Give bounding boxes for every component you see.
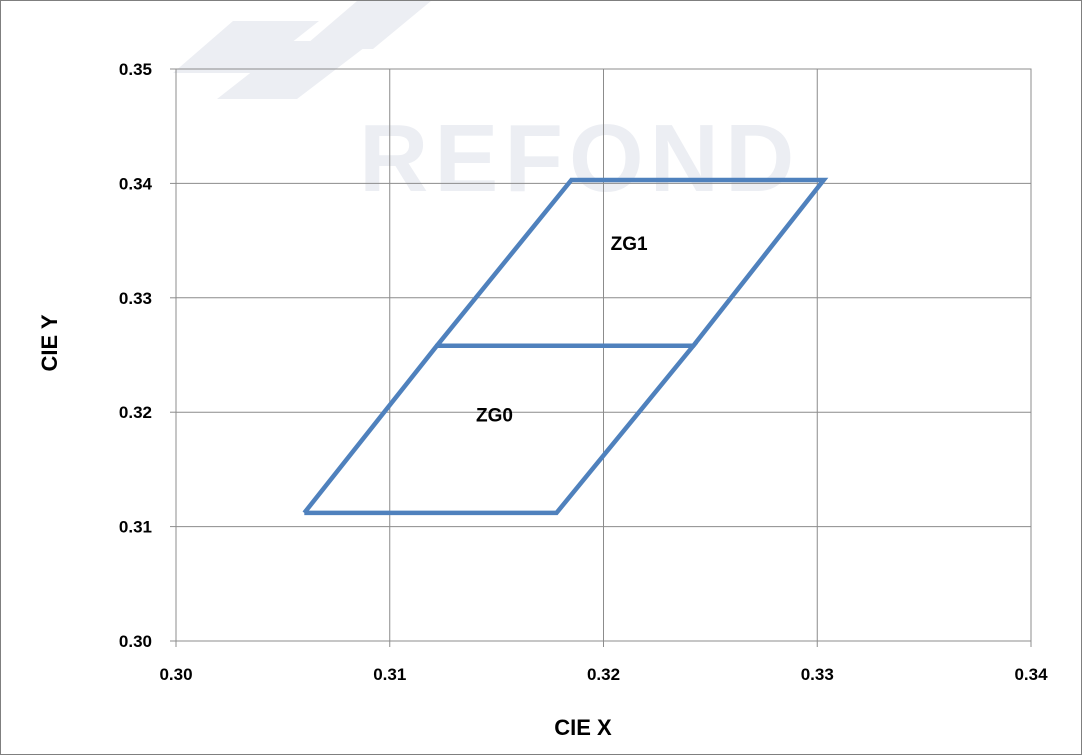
region-label-zg1: ZG1 <box>611 234 648 255</box>
watermark: REFOND <box>173 1 800 212</box>
x-tick-label: 0.33 <box>801 665 834 684</box>
region-outline-zg0 <box>302 343 699 516</box>
grid-layer <box>175 68 1032 642</box>
region-outline-zg1 <box>435 177 829 349</box>
y-tick-label: 0.31 <box>119 518 152 537</box>
region-label-zg0: ZG0 <box>476 405 513 426</box>
x-tick-label: 0.34 <box>1014 665 1048 684</box>
x-tick-label: 0.30 <box>159 665 192 684</box>
x-tick-label: 0.32 <box>587 665 620 684</box>
x-tick-label: 0.31 <box>373 665 406 684</box>
y-tick-label: 0.33 <box>119 289 152 308</box>
x-axis-title: CIE X <box>554 715 612 740</box>
plot-border-layer <box>170 68 1032 647</box>
y-tick-label: 0.32 <box>119 403 152 422</box>
y-tick-label: 0.30 <box>119 632 152 651</box>
watermark-swoosh <box>173 1 431 99</box>
label-layer: ZG0 ZG1 <box>476 234 648 427</box>
watermark-text: REFOND <box>359 105 800 212</box>
tick-layer: 0.30 0.31 0.32 0.33 0.34 0.30 0.31 0.32 0.33 0.34… <box>119 60 1048 684</box>
y-tick-label: 0.35 <box>119 60 152 79</box>
y-tick-label: 0.34 <box>119 174 153 193</box>
y-axis-title: CIE Y <box>37 314 62 371</box>
series-layer <box>302 177 829 516</box>
